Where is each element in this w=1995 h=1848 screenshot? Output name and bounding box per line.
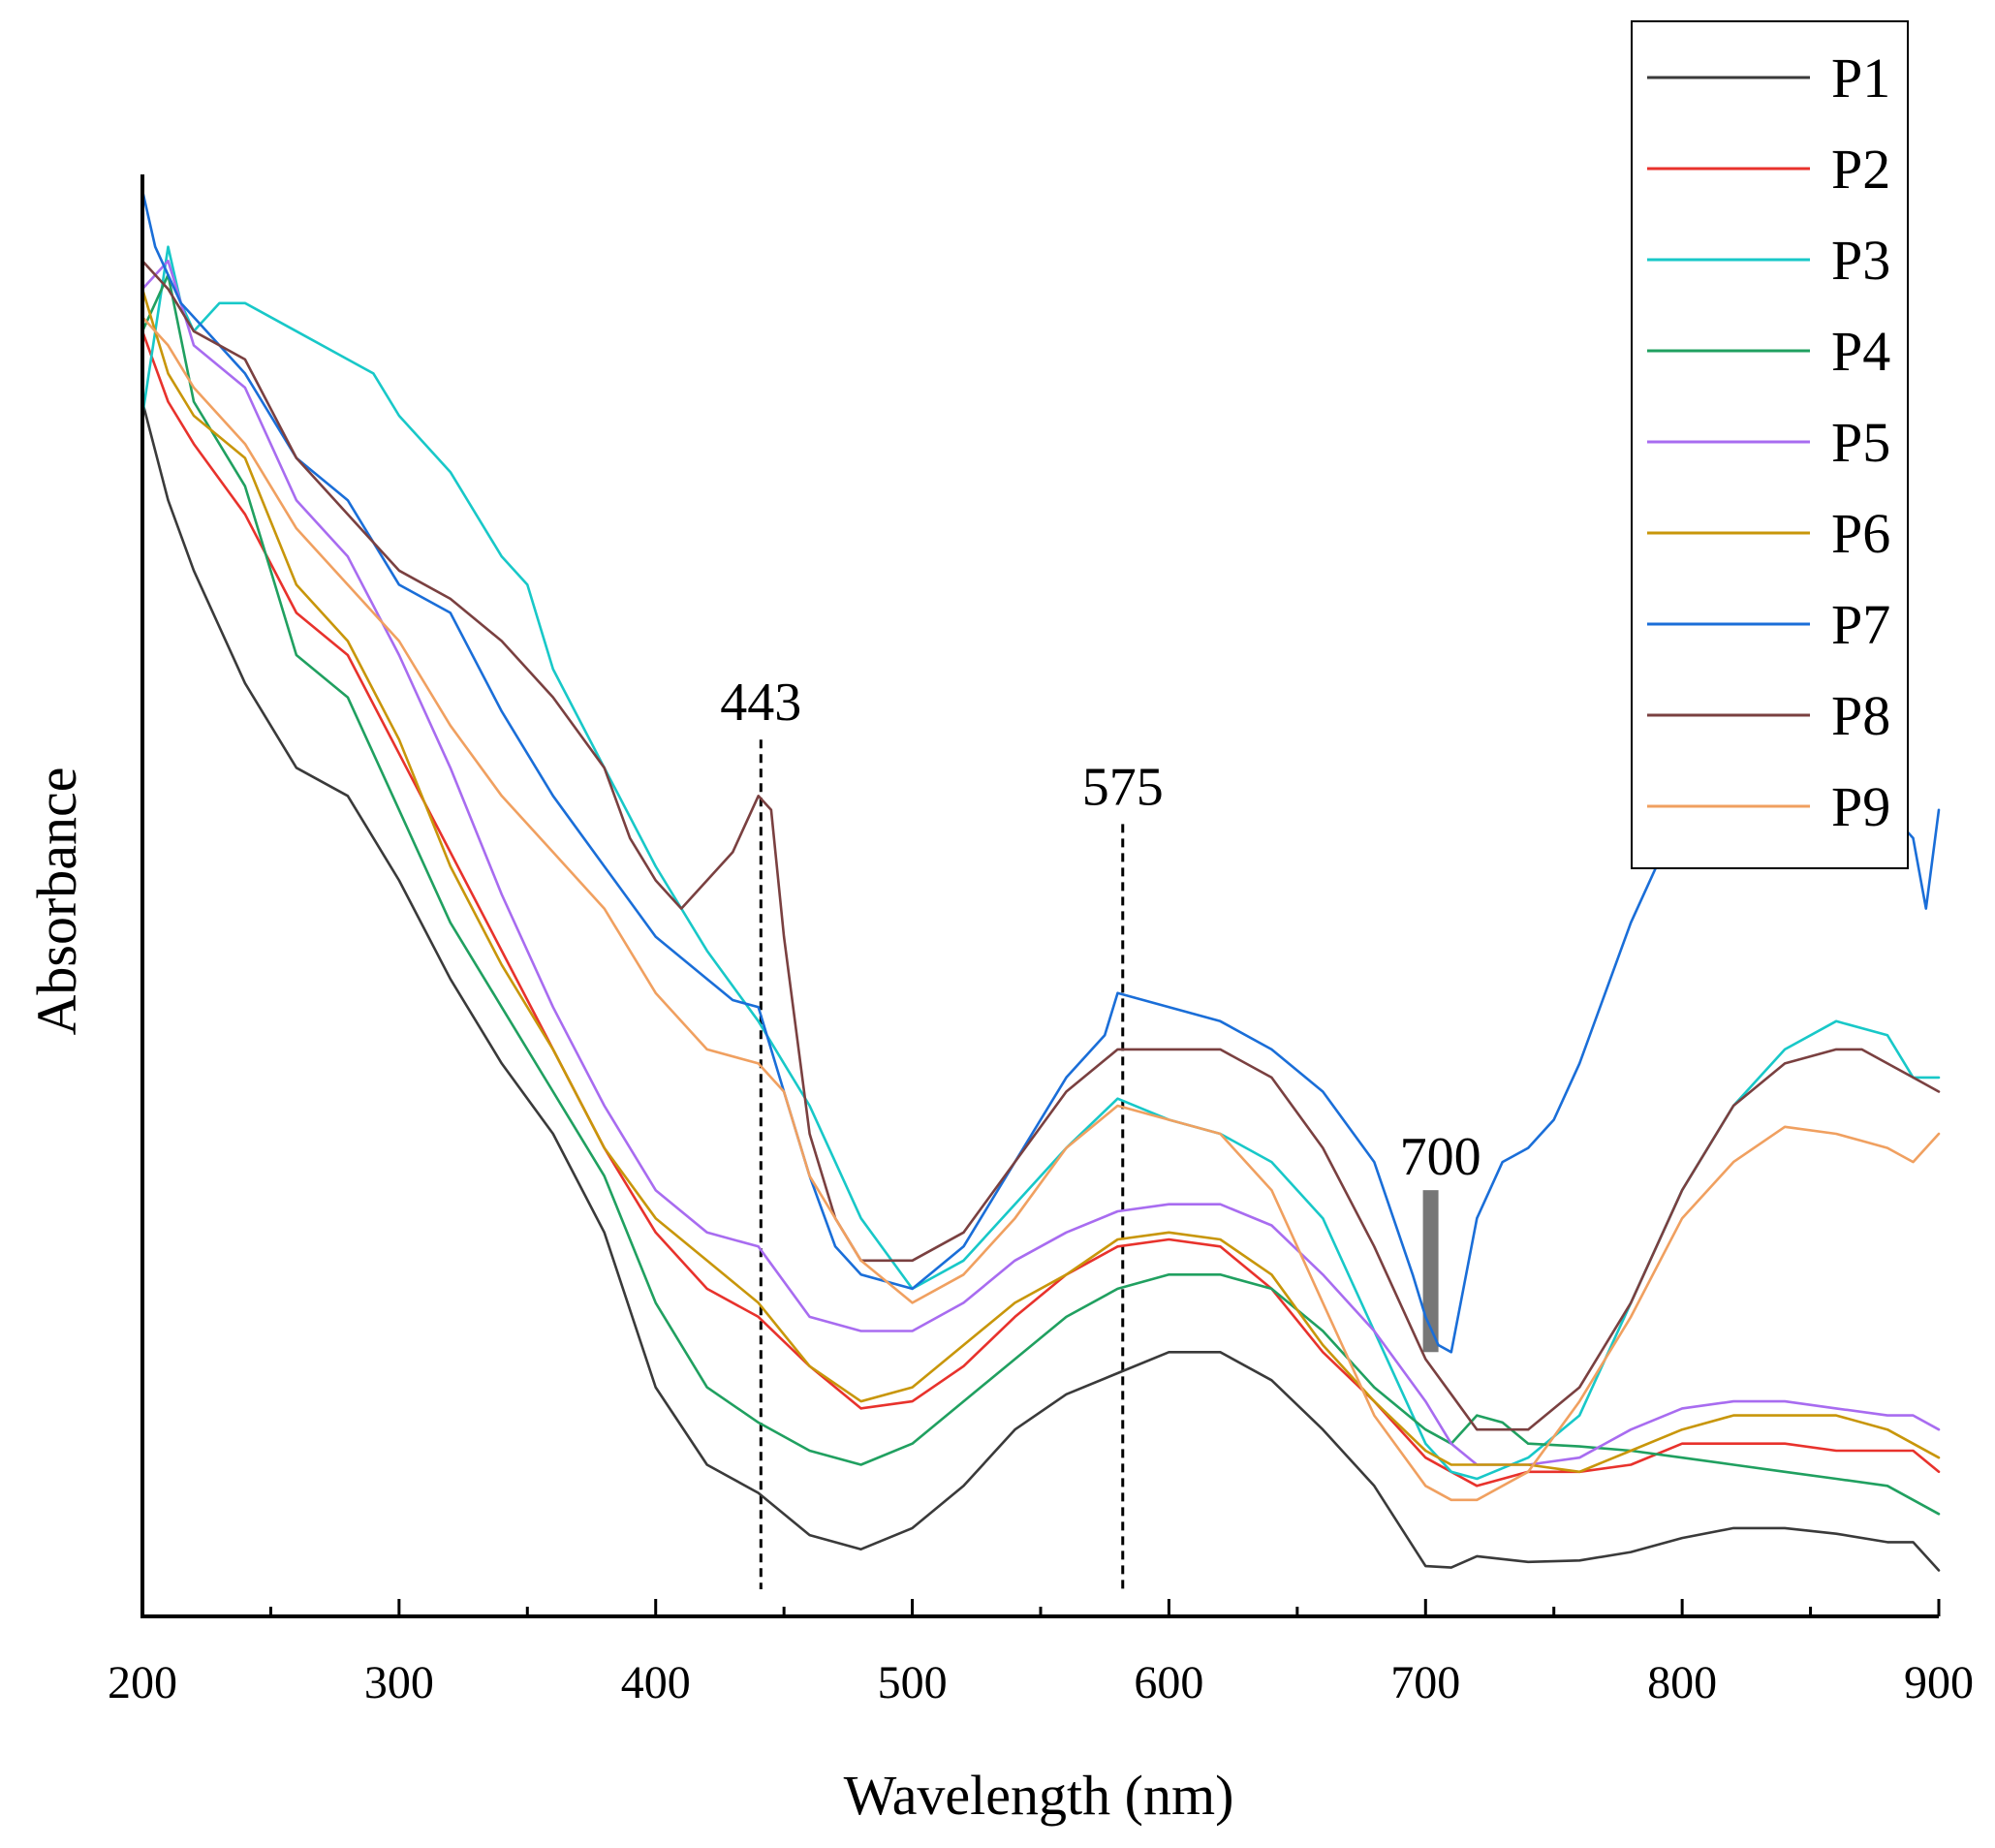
series-line-p1 xyxy=(140,400,1941,1572)
x-tick-label: 700 xyxy=(1390,1657,1460,1708)
series-line-p5 xyxy=(140,259,1941,1466)
x-tick-label: 800 xyxy=(1647,1657,1717,1708)
legend-label-p8: P8 xyxy=(1831,684,1890,747)
legend-label-p2: P2 xyxy=(1831,138,1890,201)
legend-label-p7: P7 xyxy=(1831,593,1890,656)
series-line-p8 xyxy=(140,259,1941,1431)
legend-label-p4: P4 xyxy=(1831,320,1890,383)
y-axis-title: Absorbance xyxy=(25,767,88,1035)
legend-label-p5: P5 xyxy=(1831,411,1890,474)
x-tick-label: 600 xyxy=(1134,1657,1203,1708)
x-tick-label: 300 xyxy=(364,1657,434,1708)
annotation-label-575: 575 xyxy=(1082,757,1164,817)
series-line-p9 xyxy=(140,315,1941,1502)
x-tick-label: 200 xyxy=(108,1657,177,1708)
legend-label-p1: P1 xyxy=(1831,47,1890,110)
series-line-p6 xyxy=(140,287,1941,1474)
x-axis-title: Wavelength (nm) xyxy=(844,1764,1234,1827)
series-line-p4 xyxy=(140,273,1941,1516)
annotation-bar-700 xyxy=(1422,1190,1439,1353)
annotation-label-443: 443 xyxy=(720,673,801,733)
legend-box xyxy=(1631,20,1909,869)
series-layer xyxy=(140,189,1941,1572)
x-tick-label: 400 xyxy=(621,1657,691,1708)
x-tick-label: 500 xyxy=(878,1657,948,1708)
x-ticks: 200 300 400 500 600 700 800 900 xyxy=(108,1599,1974,1708)
legend-label-p6: P6 xyxy=(1831,502,1890,565)
legend: P1 P2 P3 P4 P5 P6 P7 P8 P9 xyxy=(1631,20,1909,869)
x-tick-label: 900 xyxy=(1904,1657,1974,1708)
annotations-layer: 443 575 700 xyxy=(720,673,1481,1589)
annotation-label-700: 700 xyxy=(1400,1127,1481,1187)
legend-label-p3: P3 xyxy=(1831,229,1890,292)
legend-label-p9: P9 xyxy=(1831,775,1890,838)
